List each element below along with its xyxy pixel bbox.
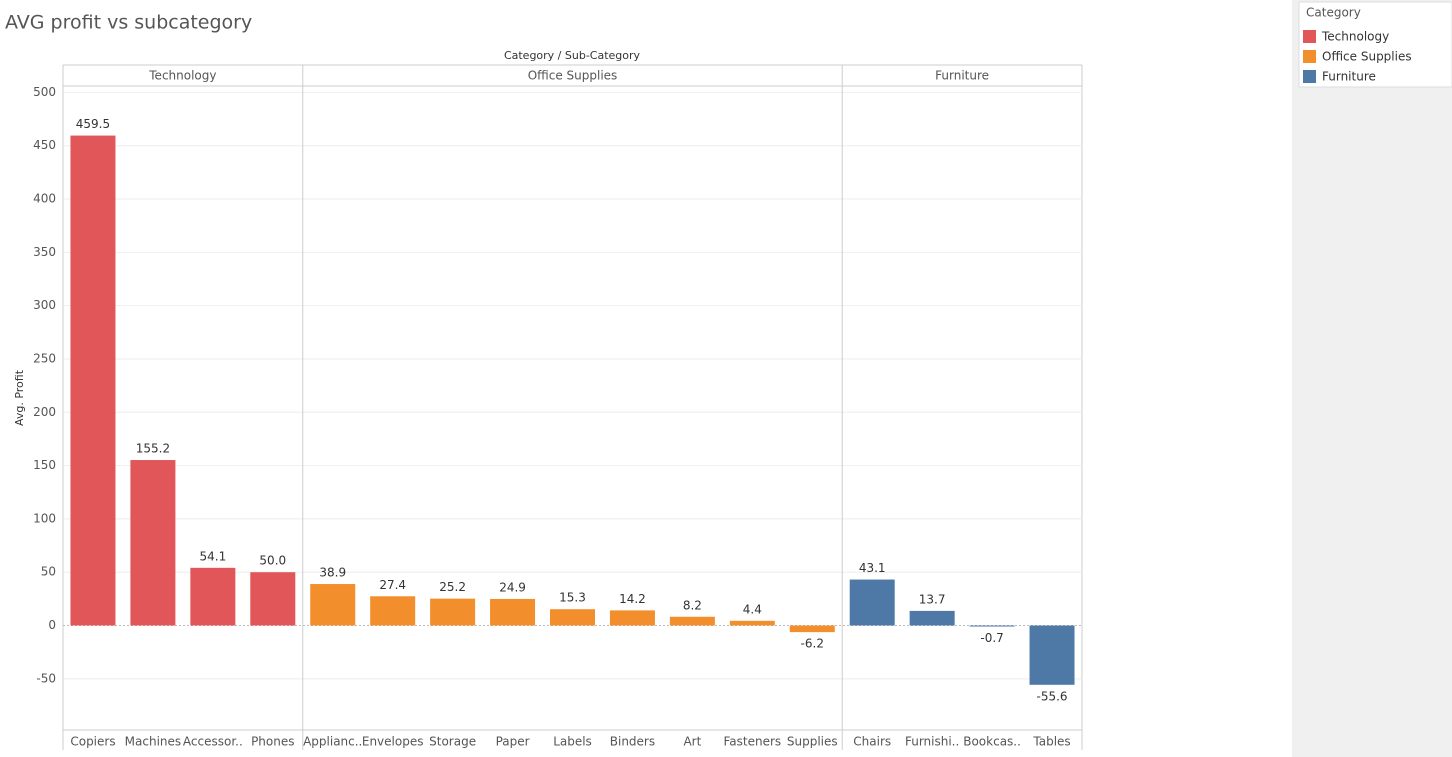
y-tick-label: 50 — [41, 565, 56, 579]
pane-header: Office Supplies — [528, 69, 618, 83]
x-tick-label: Supplies — [787, 735, 838, 749]
legend-box — [1298, 1, 1452, 88]
value-label: -0.7 — [980, 631, 1003, 645]
y-tick-label: 400 — [33, 192, 56, 206]
x-tick-label: Fasteners — [723, 735, 781, 749]
bar — [550, 609, 595, 626]
x-tick-label: Storage — [429, 735, 476, 749]
y-tick-label: 450 — [33, 138, 56, 152]
x-tick-label: Copiers — [70, 735, 115, 749]
bar — [909, 610, 955, 626]
bar — [430, 598, 476, 626]
bar — [130, 460, 176, 626]
value-label: 25.2 — [439, 580, 466, 594]
value-label: 8.2 — [683, 598, 702, 612]
x-tick-label: Accessor.. — [183, 735, 243, 749]
y-tick-label: 100 — [33, 511, 56, 525]
y-axis-title: Avg. Profit — [13, 369, 26, 426]
x-tick-label: Chairs — [853, 735, 891, 749]
legend-swatch — [1303, 50, 1316, 63]
legend-label: Furniture — [1322, 70, 1376, 84]
side-panel — [1292, 0, 1452, 757]
bar — [729, 620, 775, 626]
x-tick-label: Phones — [251, 735, 294, 749]
bar — [490, 598, 536, 626]
y-tick-label: 0 — [48, 618, 56, 632]
x-tick-label: Tables — [1032, 735, 1070, 749]
pane-header: Technology — [148, 69, 216, 83]
x-tick-label: Machines — [125, 735, 181, 749]
value-label: -55.6 — [1036, 689, 1067, 703]
y-tick-label: 150 — [33, 458, 56, 472]
value-label: 24.9 — [499, 580, 526, 594]
legend-swatch — [1303, 70, 1316, 83]
y-tick-label: -50 — [36, 671, 56, 685]
x-tick-label: Bookcas.. — [963, 735, 1021, 749]
value-label: 13.7 — [919, 592, 946, 606]
bar — [370, 596, 416, 626]
chart-title: AVG profit vs subcategory — [5, 12, 252, 34]
x-tick-label: Art — [683, 735, 701, 749]
bar — [70, 135, 116, 626]
value-label: 38.9 — [319, 566, 346, 580]
bar — [190, 567, 236, 626]
y-tick-label: 250 — [33, 351, 56, 365]
legend-label: Office Supplies — [1322, 50, 1412, 64]
x-tick-label: Binders — [610, 735, 655, 749]
legend-swatch — [1303, 30, 1316, 43]
value-label: 43.1 — [859, 561, 886, 575]
bar — [669, 616, 715, 626]
x-tick-label: Labels — [553, 735, 592, 749]
bar — [609, 610, 655, 626]
y-tick-label: 300 — [33, 298, 56, 312]
legend-title: Category — [1306, 6, 1361, 20]
value-label: 14.2 — [619, 592, 646, 606]
x-tick-label: Applianc.. — [303, 735, 362, 749]
x-tick-label: Furnishi.. — [905, 735, 959, 749]
bar — [969, 625, 1015, 627]
x-axis-title: Category / Sub-Category — [504, 49, 641, 62]
bar — [849, 579, 895, 626]
value-label: 50.0 — [259, 554, 286, 568]
pane-header: Furniture — [935, 69, 989, 83]
y-tick-label: 500 — [33, 85, 56, 99]
bar — [1029, 625, 1075, 685]
value-label: 4.4 — [743, 602, 762, 616]
y-tick-label: 350 — [33, 245, 56, 259]
y-tick-label: 200 — [33, 405, 56, 419]
bar — [789, 625, 835, 633]
value-label: 54.1 — [199, 549, 226, 563]
x-tick-label: Envelopes — [362, 735, 424, 749]
value-label: 459.5 — [76, 117, 110, 131]
value-label: -6.2 — [801, 637, 824, 651]
bar — [250, 572, 296, 626]
bar — [310, 584, 356, 626]
x-tick-label: Paper — [496, 735, 530, 749]
legend-label: Technology — [1321, 30, 1389, 44]
value-label: 15.3 — [559, 591, 586, 605]
value-label: 27.4 — [379, 578, 406, 592]
value-label: 155.2 — [136, 442, 170, 456]
